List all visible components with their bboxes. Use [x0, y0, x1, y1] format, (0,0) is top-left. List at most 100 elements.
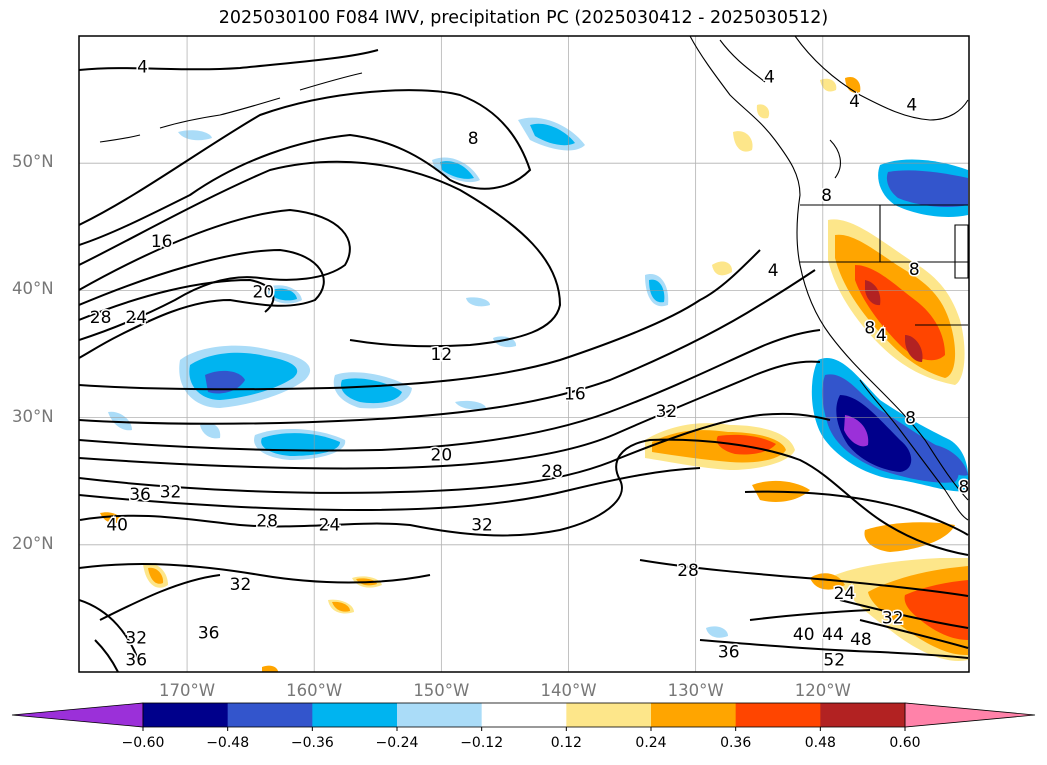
lat-tick-label: 40°N: [12, 279, 54, 299]
precip-positive-region: [332, 601, 350, 612]
lat-tick-label: 20°N: [12, 533, 54, 553]
lon-tick-label: 160°W: [286, 681, 343, 700]
contour-label: 32: [125, 629, 147, 649]
colorbar-segment: [312, 703, 398, 727]
precip-positive-region: [100, 512, 122, 524]
colorbar-tick-label: −0.24: [375, 735, 419, 751]
contour-label: 52: [823, 650, 845, 670]
colorbar-segment: [820, 703, 906, 727]
contour-label: 4: [906, 96, 917, 116]
precip-negative-region: [706, 626, 728, 638]
colorbar-tick-label: −0.48: [206, 735, 250, 751]
contour-label: 16: [151, 232, 173, 252]
contour-label: 32: [160, 482, 182, 502]
contour-label: 28: [256, 512, 278, 532]
contour-label: 8: [909, 260, 920, 280]
contour-label: 20: [431, 445, 453, 465]
precip-positive-region: [865, 280, 881, 306]
precip-positive-region: [905, 335, 923, 362]
precip-negative-region: [530, 123, 575, 146]
lon-tick-label: 140°W: [540, 681, 597, 700]
precip-positive-region: [810, 573, 845, 590]
contour-label: 8: [864, 318, 875, 338]
colorbar-segment: [651, 703, 737, 727]
contour-label: 16: [564, 384, 586, 404]
colorbar-tick-label: 0.12: [550, 735, 582, 751]
contour-label: 4: [876, 326, 887, 346]
colorbar-segment: [481, 703, 567, 727]
colorbar-under-extension: [11, 702, 144, 728]
contour-label: 36: [125, 650, 147, 670]
colorbar-tick-label: −0.12: [460, 735, 504, 751]
lat-tick-label: 50°N: [12, 152, 54, 172]
precip-positive-region: [733, 131, 753, 152]
lon-tick-label: 130°W: [667, 681, 724, 700]
contour-label: 28: [541, 462, 563, 482]
contour-label: 32: [230, 575, 252, 595]
coastlines: [99, 36, 969, 521]
contour-label: 4: [764, 68, 775, 88]
colorbar-tick-label: −0.36: [290, 735, 334, 751]
contour-label: 8: [905, 409, 916, 429]
contour-label: 4: [137, 58, 148, 78]
contour-label: 40: [106, 515, 128, 535]
precip-positive-region: [148, 567, 164, 584]
contour-label: 24: [125, 308, 147, 328]
precip-negative-region: [440, 161, 474, 179]
precip-negative-region: [935, 445, 968, 476]
precip-negative-region: [466, 297, 490, 307]
precip-positive-region: [820, 78, 837, 92]
precip-negative-region: [178, 130, 212, 141]
contour-label: 8: [959, 477, 970, 497]
contour-label: 8: [468, 129, 479, 149]
lon-tick-label: 120°W: [794, 681, 851, 700]
contour-label: 44: [822, 625, 844, 645]
contour-label: 28: [677, 561, 699, 581]
precip-positive-region: [262, 665, 279, 672]
map-title: 2025030100 F084 IWV, precipitation PC (2…: [218, 8, 829, 28]
colorbar-tick-label: 0.36: [720, 735, 752, 751]
precip-negative-region: [455, 400, 486, 410]
colorbar-tick-label: 0.24: [635, 735, 667, 751]
contour-label: 36: [718, 643, 740, 663]
contour-label: 32: [882, 608, 904, 628]
lon-tick-label: 170°W: [159, 681, 216, 700]
contour-label: 4: [849, 92, 860, 112]
contour-label: 36: [198, 624, 220, 644]
colorbar-segment: [566, 703, 652, 727]
precip-negative-region: [844, 415, 869, 447]
precip-positive-region: [756, 104, 770, 119]
precip-positive-region: [712, 261, 733, 276]
colorbar-over-extension: [904, 702, 1036, 728]
colorbar-frame: [142, 702, 906, 728]
colorbar-segment: [735, 703, 821, 727]
iwv-contours: [79, 49, 969, 672]
precip-positive-region: [845, 76, 861, 93]
precip-negative-region: [200, 423, 221, 439]
contour-label: 24: [834, 584, 856, 604]
contour-label: 32: [471, 515, 493, 535]
colorbar: [11, 702, 1036, 731]
contour-label: 8: [821, 186, 832, 206]
colorbar-segment: [227, 703, 313, 727]
precip-negative-region: [108, 411, 132, 431]
precip-negative-region: [836, 395, 912, 472]
precip-positive-region: [855, 265, 945, 361]
contour-label: 24: [319, 515, 341, 535]
contour-label: 32: [656, 402, 678, 422]
contour-label: 36: [129, 485, 151, 505]
map-frame: [78, 35, 970, 673]
precip-negative-region: [886, 170, 968, 208]
precip-negative-region: [272, 288, 297, 301]
lat-tick-label: 30°N: [12, 406, 54, 426]
precipitation-shading: [100, 76, 969, 672]
contour-label: 28: [90, 308, 112, 328]
colorbar-tick-label: 0.60: [889, 735, 921, 751]
precip-negative-region: [649, 279, 665, 303]
contour-label: 40: [793, 625, 815, 645]
contour-label: 12: [431, 345, 453, 365]
colorbar-segment: [397, 703, 483, 727]
contour-label: 4: [768, 261, 779, 281]
